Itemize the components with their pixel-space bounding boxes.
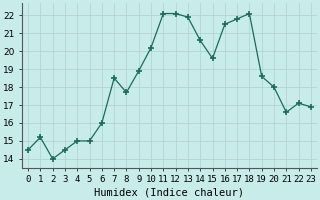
X-axis label: Humidex (Indice chaleur): Humidex (Indice chaleur) — [94, 187, 244, 197]
